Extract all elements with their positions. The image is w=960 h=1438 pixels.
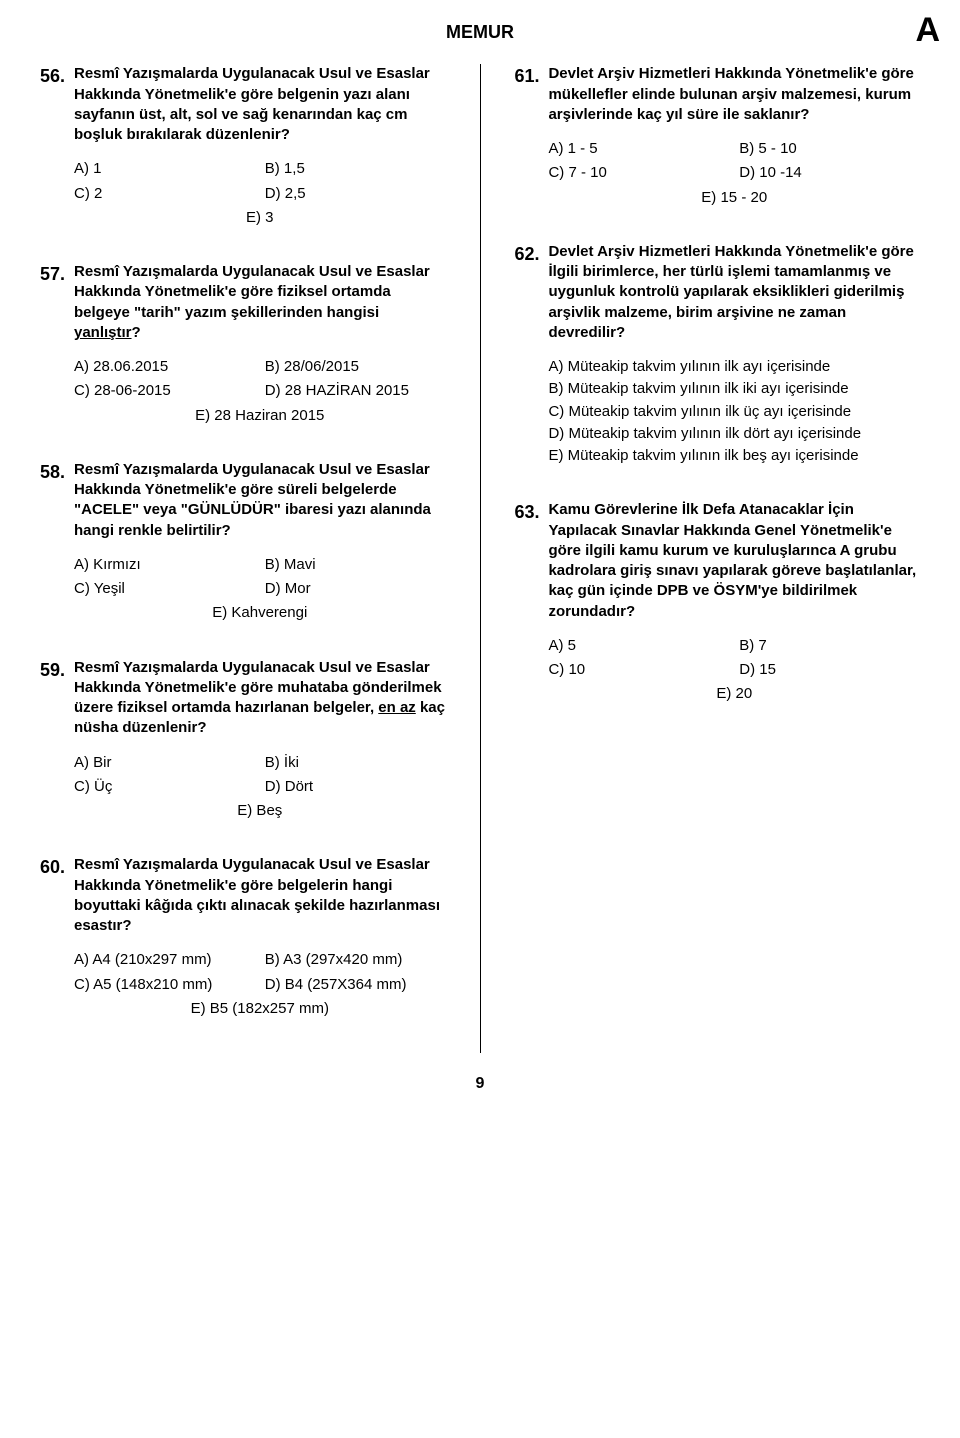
- question-text: Resmî Yazışmalarda Uygulanacak Usul ve E…: [74, 64, 446, 145]
- question: 62.Devlet Arşiv Hizmetleri Hakkında Yöne…: [514, 242, 920, 467]
- option: C) 7 - 10: [548, 163, 729, 183]
- option: D) 15: [739, 660, 920, 680]
- options-grid: A) A4 (210x297 mm) B) A3 (297x420 mm) C) A…: [74, 950, 446, 1019]
- question-number: 60.: [40, 855, 68, 879]
- question: 58.Resmî Yazışmalarda Uygulanacak Usul v…: [40, 460, 446, 624]
- question: 57.Resmî Yazışmalarda Uygulanacak Usul v…: [40, 262, 446, 426]
- option: B) Müteakip takvim yılının ilk iki ayı i…: [548, 379, 920, 399]
- option: B) 5 - 10: [739, 139, 920, 159]
- option: C) A5 (148x210 mm): [74, 975, 255, 995]
- option: D) Mor: [265, 579, 446, 599]
- option: B) 28/06/2015: [265, 357, 446, 377]
- option: D) 2,5: [265, 184, 446, 204]
- header-letter: A: [915, 8, 940, 54]
- question-head: 59.Resmî Yazışmalarda Uygulanacak Usul v…: [40, 658, 446, 739]
- option: B) 1,5: [265, 159, 446, 179]
- option: A) Kırmızı: [74, 555, 255, 575]
- options-list: A) Müteakip takvim yılının ilk ayı içeri…: [548, 357, 920, 466]
- option: C) 28-06-2015: [74, 381, 255, 401]
- question-head: 56.Resmî Yazışmalarda Uygulanacak Usul v…: [40, 64, 446, 145]
- question-number: 62.: [514, 242, 542, 266]
- options-grid: A) 5 B) 7 C) 10 D) 15 E) 20: [548, 636, 920, 705]
- option: A) Müteakip takvim yılının ilk ayı içeri…: [548, 357, 920, 377]
- option: E) 15 - 20: [548, 188, 920, 208]
- question-number: 59.: [40, 658, 68, 682]
- question-head: 62.Devlet Arşiv Hizmetleri Hakkında Yöne…: [514, 242, 920, 343]
- options-grid: A) 1 - 5 B) 5 - 10 C) 7 - 10 D) 10 -14 E) 15…: [548, 139, 920, 208]
- option: B) 7: [739, 636, 920, 656]
- question-head: 63.Kamu Görevlerine İlk Defa Atanacaklar…: [514, 500, 920, 622]
- option: E) 28 Haziran 2015: [74, 406, 446, 426]
- question-number: 58.: [40, 460, 68, 484]
- question: 59.Resmî Yazışmalarda Uygulanacak Usul v…: [40, 658, 446, 822]
- question: 56.Resmî Yazışmalarda Uygulanacak Usul v…: [40, 64, 446, 228]
- question-text: Resmî Yazışmalarda Uygulanacak Usul ve E…: [74, 262, 446, 343]
- option: C) Müteakip takvim yılının ilk üç ayı iç…: [548, 402, 920, 422]
- option: C) 2: [74, 184, 255, 204]
- right-column: 61.Devlet Arşiv Hizmetleri Hakkında Yöne…: [514, 64, 920, 1053]
- question-number: 63.: [514, 500, 542, 524]
- option: D) Müteakip takvim yılının ilk dört ayı …: [548, 424, 920, 444]
- options-grid: A) 1 B) 1,5 C) 2 D) 2,5 E) 3: [74, 159, 446, 228]
- content-columns: 56.Resmî Yazışmalarda Uygulanacak Usul v…: [40, 64, 920, 1053]
- question-head: 60.Resmî Yazışmalarda Uygulanacak Usul v…: [40, 855, 446, 936]
- option: A) 1 - 5: [548, 139, 729, 159]
- question-head: 58.Resmî Yazışmalarda Uygulanacak Usul v…: [40, 460, 446, 541]
- option: B) Mavi: [265, 555, 446, 575]
- question-number: 56.: [40, 64, 68, 88]
- column-divider: [480, 64, 481, 1053]
- header-title: MEMUR: [446, 20, 514, 44]
- option: E) Müteakip takvim yılının ilk beş ayı i…: [548, 446, 920, 466]
- question-text: Devlet Arşiv Hizmetleri Hakkında Yönetme…: [548, 242, 920, 343]
- option: A) Bir: [74, 753, 255, 773]
- question: 61.Devlet Arşiv Hizmetleri Hakkında Yöne…: [514, 64, 920, 208]
- question-head: 61.Devlet Arşiv Hizmetleri Hakkında Yöne…: [514, 64, 920, 125]
- option: D) Dört: [265, 777, 446, 797]
- question: 63.Kamu Görevlerine İlk Defa Atanacaklar…: [514, 500, 920, 704]
- option: A) A4 (210x297 mm): [74, 950, 255, 970]
- option: E) B5 (182x257 mm): [74, 999, 446, 1019]
- option: E) Beş: [74, 801, 446, 821]
- option: C) 10: [548, 660, 729, 680]
- question-head: 57.Resmî Yazışmalarda Uygulanacak Usul v…: [40, 262, 446, 343]
- question-text: Devlet Arşiv Hizmetleri Hakkında Yönetme…: [548, 64, 920, 125]
- question-text: Resmî Yazışmalarda Uygulanacak Usul ve E…: [74, 460, 446, 541]
- options-grid: A) 28.06.2015 B) 28/06/2015 C) 28-06-2015 D…: [74, 357, 446, 426]
- left-column: 56.Resmî Yazışmalarda Uygulanacak Usul v…: [40, 64, 446, 1053]
- option: D) 28 HAZİRAN 2015: [265, 381, 446, 401]
- question-text: Kamu Görevlerine İlk Defa Atanacaklar İç…: [548, 500, 920, 622]
- option: E) 20: [548, 684, 920, 704]
- question-text: Resmî Yazışmalarda Uygulanacak Usul ve E…: [74, 855, 446, 936]
- option: E) Kahverengi: [74, 603, 446, 623]
- question-text: Resmî Yazışmalarda Uygulanacak Usul ve E…: [74, 658, 446, 739]
- question-number: 57.: [40, 262, 68, 286]
- option: B) A3 (297x420 mm): [265, 950, 446, 970]
- question-number: 61.: [514, 64, 542, 88]
- option: B) İki: [265, 753, 446, 773]
- option: C) Yeşil: [74, 579, 255, 599]
- option: C) Üç: [74, 777, 255, 797]
- option: D) 10 -14: [739, 163, 920, 183]
- option: D) B4 (257X364 mm): [265, 975, 446, 995]
- option: A) 28.06.2015: [74, 357, 255, 377]
- option: E) 3: [74, 208, 446, 228]
- page-number: 9: [40, 1073, 920, 1095]
- option: A) 5: [548, 636, 729, 656]
- options-grid: A) Kırmızı B) Mavi C) Yeşil D) Mor E) Kahver…: [74, 555, 446, 624]
- question: 60.Resmî Yazışmalarda Uygulanacak Usul v…: [40, 855, 446, 1019]
- options-grid: A) Bir B) İki C) Üç D) Dört E) Beş: [74, 753, 446, 822]
- page-header: MEMUR A: [40, 20, 920, 44]
- option: A) 1: [74, 159, 255, 179]
